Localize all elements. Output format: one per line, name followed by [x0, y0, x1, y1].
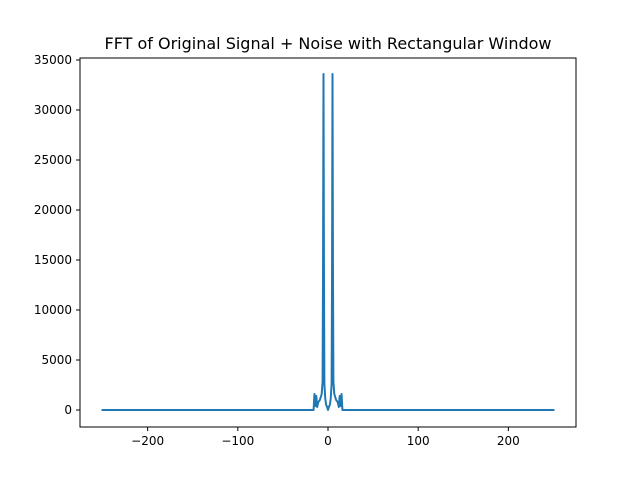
y-axis: 0 5000 10000 15000 20000 25000 30000 35000 [34, 53, 80, 417]
y-tick-label: 0 [64, 403, 72, 417]
y-tick-label: 15000 [34, 253, 72, 267]
x-tick-label: −200 [131, 434, 164, 448]
x-tick-label: 0 [324, 434, 332, 448]
y-tick-label: 5000 [41, 353, 72, 367]
y-tick-label: 30000 [34, 103, 72, 117]
x-tick-label: 100 [407, 434, 430, 448]
x-tick-label: −100 [221, 434, 254, 448]
series-line-0 [101, 73, 555, 411]
plot-layer [101, 73, 555, 411]
y-tick-label: 35000 [34, 53, 72, 67]
y-tick-label: 10000 [34, 303, 72, 317]
y-tick-label: 20000 [34, 203, 72, 217]
chart-title: FFT of Original Signal + Noise with Rect… [105, 34, 552, 53]
y-tick-label: 25000 [34, 153, 72, 167]
x-tick-label: 200 [497, 434, 520, 448]
x-axis: −200 −100 0 100 200 [131, 427, 520, 448]
